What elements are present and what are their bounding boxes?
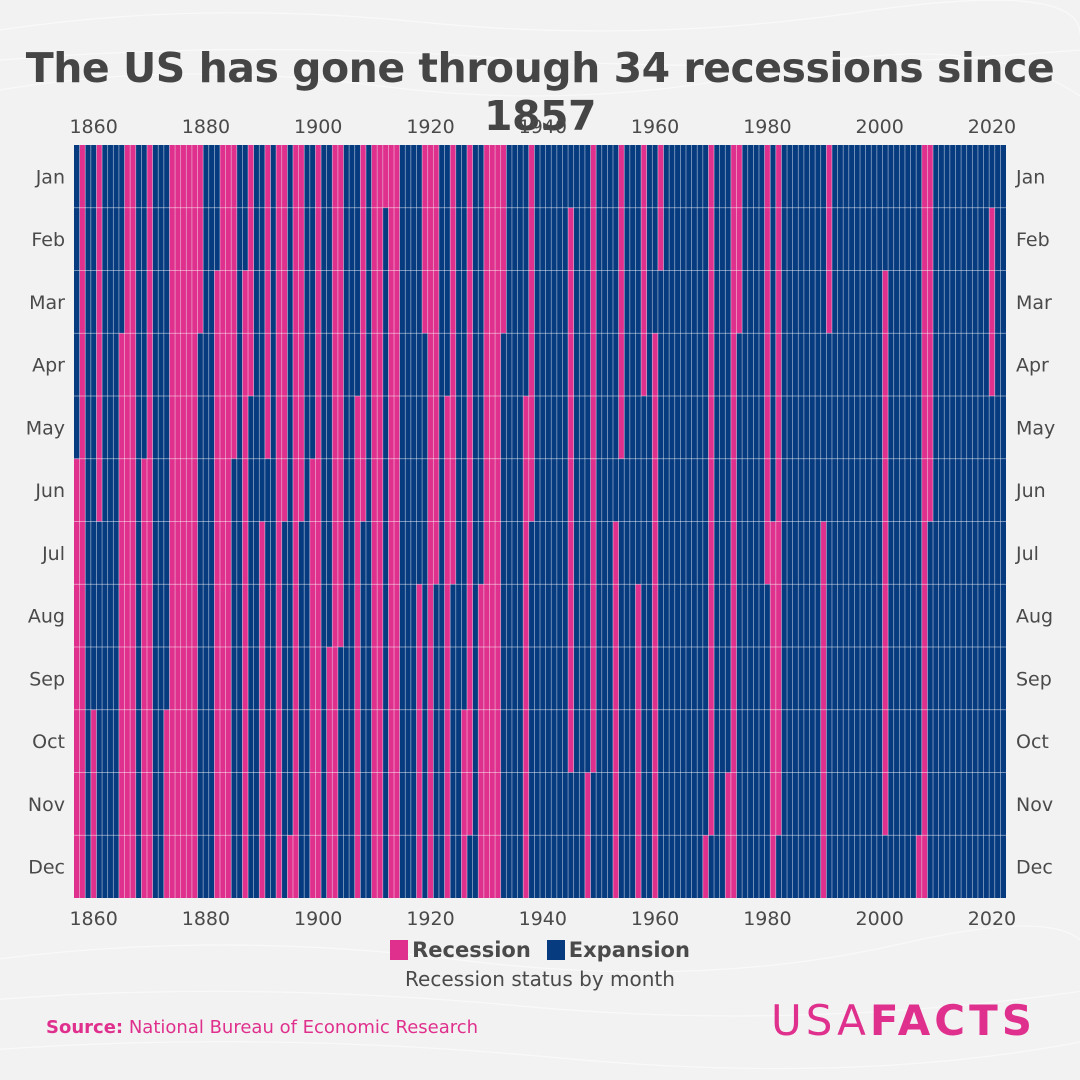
y-tick-label-left: Apr [32, 355, 65, 377]
x-tick-label-top: 1880 [182, 116, 230, 138]
y-tick-label-left: Sep [29, 668, 65, 690]
chart-title: The US has gone through 34 recessions si… [25, 44, 1055, 140]
recession-cell [478, 584, 484, 898]
x-axis-top: 1860 1880 1900 1920 1940 1960 1980 2000 2020 [69, 116, 1016, 138]
legend-label-recession: Recession [412, 938, 531, 962]
y-axis-right: Jan Feb Mar Apr May Jun Jul Aug Sep Oct Nov Dec [1015, 166, 1055, 878]
x-tick-label-top: 2020 [968, 116, 1016, 138]
x-tick-label-top: 1960 [631, 116, 679, 138]
legend-swatch-expansion [546, 940, 565, 960]
recession-cell [467, 145, 473, 836]
recession-cell [826, 145, 832, 334]
heatmap-grid [74, 145, 1006, 898]
y-tick-label-right: Apr [1016, 355, 1049, 377]
recession-cell [635, 584, 642, 898]
y-tick-label-right: Jan [1015, 166, 1045, 188]
legend-item-recession: Recession [390, 938, 531, 962]
x-tick-label-top: 1920 [406, 116, 454, 138]
recession-cell [461, 709, 468, 898]
y-tick-label-right: Jun [1015, 480, 1046, 502]
x-tick-label-bottom: 1920 [406, 908, 454, 930]
recession-cell [264, 145, 271, 459]
x-tick-label-bottom: 1940 [519, 908, 567, 930]
y-tick-label-right: Feb [1016, 229, 1050, 251]
y-tick-label-right: Nov [1016, 794, 1053, 816]
usafacts-logo: USAFACTS [771, 996, 1036, 1045]
y-tick-label-right: Dec [1016, 857, 1053, 879]
y-tick-label-left: Jul [41, 543, 65, 565]
recession-cell [163, 709, 170, 898]
x-tick-label-top: 1940 [519, 116, 567, 138]
x-tick-label-bottom: 1960 [631, 908, 679, 930]
logo-part-usa: USA [770, 996, 870, 1045]
y-tick-label-left: Mar [29, 292, 65, 314]
recession-cell [916, 835, 922, 898]
x-tick-label-bottom: 1900 [294, 908, 342, 930]
y-tick-label-left: Aug [28, 606, 65, 628]
recession-cell [197, 145, 204, 334]
y-tick-label-right: Aug [1016, 606, 1053, 628]
source-text: National Bureau of Economic Research [128, 1017, 479, 1038]
legend-caption: Recession status by month [405, 967, 675, 991]
x-tick-label-bottom: 2020 [968, 908, 1016, 930]
recession-cell [652, 333, 658, 898]
source-note: Source: National Bureau of Economic Rese… [46, 1017, 478, 1038]
legend-swatch-recession [390, 940, 409, 960]
recession-cell [118, 333, 125, 898]
y-tick-label-right: Jul [1015, 543, 1039, 565]
x-tick-label-top: 1900 [294, 116, 342, 138]
recession-cell [382, 145, 389, 208]
recession-cell [882, 270, 889, 836]
recession-cell [231, 145, 237, 459]
recession-cell [736, 145, 743, 334]
x-tick-label-top: 1860 [69, 116, 117, 138]
recession-cell [618, 145, 625, 459]
x-tick-label-bottom: 2000 [855, 908, 903, 930]
recession-cell [74, 458, 80, 898]
y-tick-label-right: May [1016, 417, 1055, 439]
recession-cell [989, 207, 995, 396]
x-tick-label-bottom: 1880 [182, 908, 230, 930]
y-tick-label-right: Sep [1016, 668, 1052, 690]
y-tick-label-left: Feb [31, 229, 65, 251]
legend-label-expansion: Expansion [568, 938, 690, 962]
y-tick-label-left: May [26, 417, 65, 439]
recession-cell [90, 709, 97, 898]
recession-cell [416, 584, 423, 898]
y-tick-label-left: Jan [35, 166, 65, 188]
recession-cell [500, 145, 507, 334]
recession-cell [287, 835, 293, 898]
recession-cell [141, 458, 147, 898]
x-axis-bottom: 1860 1880 1900 1920 1940 1960 1980 2000 2020 [69, 908, 1016, 930]
recession-cell [450, 145, 456, 585]
y-tick-label-right: Mar [1016, 292, 1052, 314]
recession-cell [775, 145, 782, 836]
y-tick-label-left: Jun [34, 480, 65, 502]
logo-part-facts: FACTS [869, 996, 1036, 1045]
recession-cell [422, 145, 428, 334]
x-tick-label-top: 2000 [855, 116, 903, 138]
y-tick-label-left: Oct [32, 731, 65, 753]
legend-item-expansion: Expansion [546, 938, 690, 962]
recession-cell [568, 207, 574, 773]
source-label: Source: [46, 1017, 124, 1038]
legend: Recession Expansion [0, 938, 1080, 962]
y-tick-label-left: Dec [28, 857, 65, 879]
x-tick-label-top: 1980 [743, 116, 791, 138]
recession-cell [433, 145, 439, 585]
x-tick-label-bottom: 1860 [69, 908, 117, 930]
y-tick-label-right: Oct [1016, 731, 1049, 753]
y-tick-label-left: Nov [28, 794, 65, 816]
recession-cell [708, 145, 715, 836]
recession-cell [309, 458, 316, 898]
recession-cell [702, 835, 709, 898]
x-tick-label-bottom: 1980 [743, 908, 791, 930]
y-axis-left: Jan Feb Mar Apr May Jun Jul Aug Sep Oct Nov Dec [26, 166, 65, 878]
recession-cell [764, 145, 771, 585]
